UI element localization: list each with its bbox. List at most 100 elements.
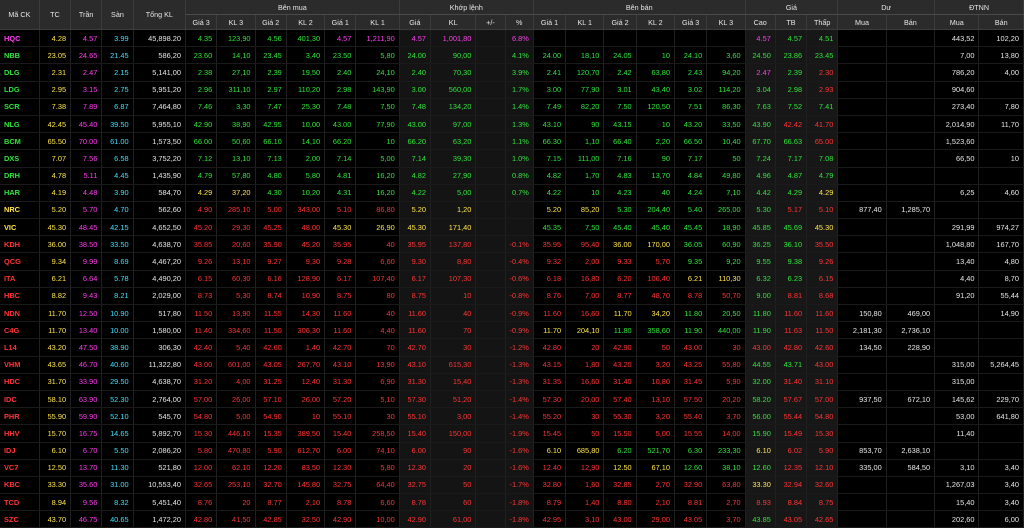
sym-cell[interactable]: DRH <box>0 167 40 185</box>
col-ceiling-header[interactable]: Trần <box>70 0 103 30</box>
table-row[interactable]: C4G 11.70 13.40 10.00 1,580,00 11.40 334,60 11.… <box>0 321 1024 340</box>
sym-cell[interactable]: HBC <box>0 287 40 306</box>
table-row[interactable]: NDN 11.70 12.50 10.90 517,80 11.50 13,90 11.55 1… <box>0 304 1024 323</box>
sym-cell[interactable]: TCD <box>0 493 40 512</box>
sym-cell[interactable]: BCM <box>0 132 40 151</box>
bid-price-1-cell: 4.31 <box>324 184 357 202</box>
col-symbol-header[interactable]: Mã CK <box>0 0 40 30</box>
ask-subheader-1[interactable]: KL 1 <box>565 14 605 30</box>
table-row[interactable]: ITA 6.21 6.64 5.78 4,490,20 6.15 60,30 6.16 128,… <box>0 270 1024 288</box>
price-subheader-1[interactable]: TB <box>775 14 808 30</box>
table-row[interactable]: HHV 15.70 16.75 14.65 5,892,70 15.30 446,10 15.… <box>0 424 1024 443</box>
price-subheader-0[interactable]: Cao <box>745 14 776 30</box>
col-floor-header[interactable]: Sàn <box>101 0 134 30</box>
match-vol-cell: 3,00 <box>430 407 477 426</box>
ask-vol-3-cell: 94,20 <box>706 63 746 82</box>
sym-cell[interactable]: HDC <box>0 373 40 391</box>
table-row[interactable]: SCR 7.38 7.89 6.87 7,464,80 7.46 3,30 7.47 25,30… <box>0 98 1024 116</box>
table-row[interactable]: NLG 42.45 45.40 39.50 5,955,10 42.90 38,90 42.9… <box>0 115 1024 134</box>
ask-subheader-4[interactable]: Giá 3 <box>674 14 708 30</box>
sym-cell[interactable]: SZC <box>0 510 40 528</box>
sym-cell[interactable]: HAR <box>0 184 40 202</box>
bid-vol-3-cell: 123,90 <box>216 29 256 48</box>
table-row[interactable]: SZC 43.70 46.75 40.65 1,472,20 42.80 41,50 42.8… <box>0 510 1024 528</box>
foreign-subheader-0[interactable]: Mua <box>934 14 980 30</box>
table-row[interactable]: LDG 2.95 3.15 2.75 5,951,20 2.96 311,10 2.97 110… <box>0 81 1024 99</box>
floor-cell: 4.70 <box>101 201 134 220</box>
sym-cell[interactable]: VHM <box>0 356 40 374</box>
match-subheader-2[interactable]: +/- <box>475 14 506 30</box>
bid-subheader-1[interactable]: KL 3 <box>216 14 256 30</box>
match-subheader-1[interactable]: KL <box>430 14 477 30</box>
bid-vol-1-cell: 4,40 <box>355 321 400 340</box>
foreign-sell-cell: 55,44 <box>978 287 1024 306</box>
table-row[interactable]: DXS 7.07 7.56 6.58 3,752,20 7.12 13,10 7.13 2,00… <box>0 149 1024 168</box>
sym-cell[interactable]: DLG <box>0 63 40 82</box>
sym-cell[interactable]: HQC <box>0 29 40 48</box>
match-subheader-0[interactable]: Giá <box>399 14 432 30</box>
match-pct-cell: -1.6% <box>505 459 534 477</box>
sym-cell[interactable]: VIC <box>0 218 40 237</box>
price-subheader-2[interactable]: Thấp <box>806 14 839 30</box>
sym-cell[interactable]: NBB <box>0 46 40 65</box>
sym-cell[interactable]: C4G <box>0 321 40 340</box>
bid-subheader-2[interactable]: Giá 2 <box>255 14 287 30</box>
table-row[interactable]: KBC 33.30 35.60 31.00 10,553,40 32.65 253,10 32… <box>0 476 1024 495</box>
table-row[interactable]: QCG 9.34 9.99 8.69 4,467,20 9.26 13,10 9.27 9,30… <box>0 252 1024 271</box>
bid-subheader-5[interactable]: KL 1 <box>355 14 400 30</box>
sym-cell[interactable]: HHV <box>0 424 40 443</box>
sym-cell[interactable]: IDC <box>0 390 40 409</box>
table-row[interactable]: VHM 43.65 46.70 40.60 11,322,80 43.00 601,00 43… <box>0 356 1024 374</box>
table-row[interactable]: KDH 36.00 38.50 33.50 4,638,70 35.85 20,60 35.9… <box>0 235 1024 254</box>
sym-cell[interactable]: SCR <box>0 98 40 116</box>
sym-cell[interactable]: VC7 <box>0 459 40 477</box>
ask-vol-2-cell: 2,10 <box>636 493 675 512</box>
match-subheader-3[interactable]: % <box>505 14 534 30</box>
sym-cell[interactable]: KBC <box>0 476 40 495</box>
ask-price-1-cell: 66.30 <box>533 132 567 151</box>
sym-cell[interactable]: NRC <box>0 201 40 220</box>
col-ref-header[interactable]: TC <box>39 0 72 30</box>
bid-subheader-4[interactable]: Giá 1 <box>324 14 357 30</box>
ask-subheader-5[interactable]: KL 3 <box>706 14 746 30</box>
table-row[interactable]: HAR 4.19 4.48 3.90 584,70 4.29 37,20 4.30 10,20 4… <box>0 184 1024 202</box>
sym-cell[interactable]: L14 <box>0 338 40 357</box>
table-row[interactable]: L14 43.20 47.50 38.90 306,30 42.40 5,40 42.60 1,… <box>0 338 1024 357</box>
table-row[interactable]: VIC 45.30 48.45 42.15 4,652,50 45.20 29,30 45.2… <box>0 218 1024 237</box>
table-row[interactable]: NBB 23.05 24.65 21.45 586,20 23.60 14,10 23.45 3… <box>0 46 1024 65</box>
sym-cell[interactable]: NLG <box>0 115 40 134</box>
sym-cell[interactable]: QCG <box>0 252 40 271</box>
sym-cell[interactable]: DXS <box>0 149 40 168</box>
foreign-subheader-1[interactable]: Bán <box>978 14 1024 30</box>
ask-subheader-0[interactable]: Giá 1 <box>533 14 567 30</box>
table-row[interactable]: HBC 8.82 9.43 8.21 2,029,00 8.73 5,30 8.74 10,90… <box>0 287 1024 306</box>
ask-subheader-3[interactable]: KL 2 <box>636 14 675 30</box>
sym-cell[interactable]: LDG <box>0 81 40 99</box>
sym-cell[interactable]: NDN <box>0 304 40 323</box>
remain-subheader-0[interactable]: Mua <box>837 14 887 30</box>
sym-cell[interactable]: ITA <box>0 270 40 288</box>
table-row[interactable]: DRH 4.78 5.11 4.45 1,435,90 4.79 57,80 4.80 5,80… <box>0 167 1024 185</box>
match-pct-cell: -0.6% <box>505 270 534 288</box>
table-row[interactable]: VC7 12.50 13.70 11.30 521,80 12.00 62,10 12.20 8… <box>0 459 1024 477</box>
sym-cell[interactable]: KDH <box>0 235 40 254</box>
bid-vol-2-cell: 14,10 <box>286 132 326 151</box>
remain-subheader-1[interactable]: Bán <box>886 14 936 30</box>
sym-cell[interactable]: PHR <box>0 407 40 426</box>
table-row[interactable]: PHR 55.90 59.90 52.10 545,70 54.80 5,00 54.90 10… <box>0 407 1024 426</box>
table-row[interactable]: BCM 65.50 70.00 61.00 1,573,50 66.00 50,60 66.1… <box>0 132 1024 151</box>
table-row[interactable]: HDC 31.70 33.90 29.50 4,638,70 31.20 4,00 31.25… <box>0 373 1024 391</box>
bid-price-3-cell: 8.76 <box>185 493 218 512</box>
table-row[interactable]: DLG 2.31 2.47 2.15 5,141,00 2.38 27,10 2.39 19,5… <box>0 63 1024 82</box>
bid-subheader-3[interactable]: KL 2 <box>286 14 326 30</box>
bid-subheader-0[interactable]: Giá 3 <box>185 14 218 30</box>
ask-subheader-2[interactable]: Giá 2 <box>603 14 637 30</box>
table-row[interactable]: NRC 5.20 5.70 4.70 562,60 4.90 285,10 5.00 343,0… <box>0 201 1024 220</box>
bid-price-2-cell: 43.05 <box>255 356 287 374</box>
table-row[interactable]: IDC 58.10 63.90 52.30 2,764,00 57.00 26,00 57.1… <box>0 390 1024 409</box>
avg-cell: 31.40 <box>775 373 808 391</box>
table-row[interactable]: TCD 8.94 9.56 8.32 5,451,40 8.76 20 8.77 2,10 8.7… <box>0 493 1024 512</box>
table-row[interactable]: HQC 4.28 4.57 3.99 45,898.20 4.35 123,90 4.56 40… <box>0 29 1024 48</box>
bid-price-1-cell: 55.10 <box>324 407 357 426</box>
col-total-volume-header[interactable]: Tổng KL <box>133 0 186 30</box>
